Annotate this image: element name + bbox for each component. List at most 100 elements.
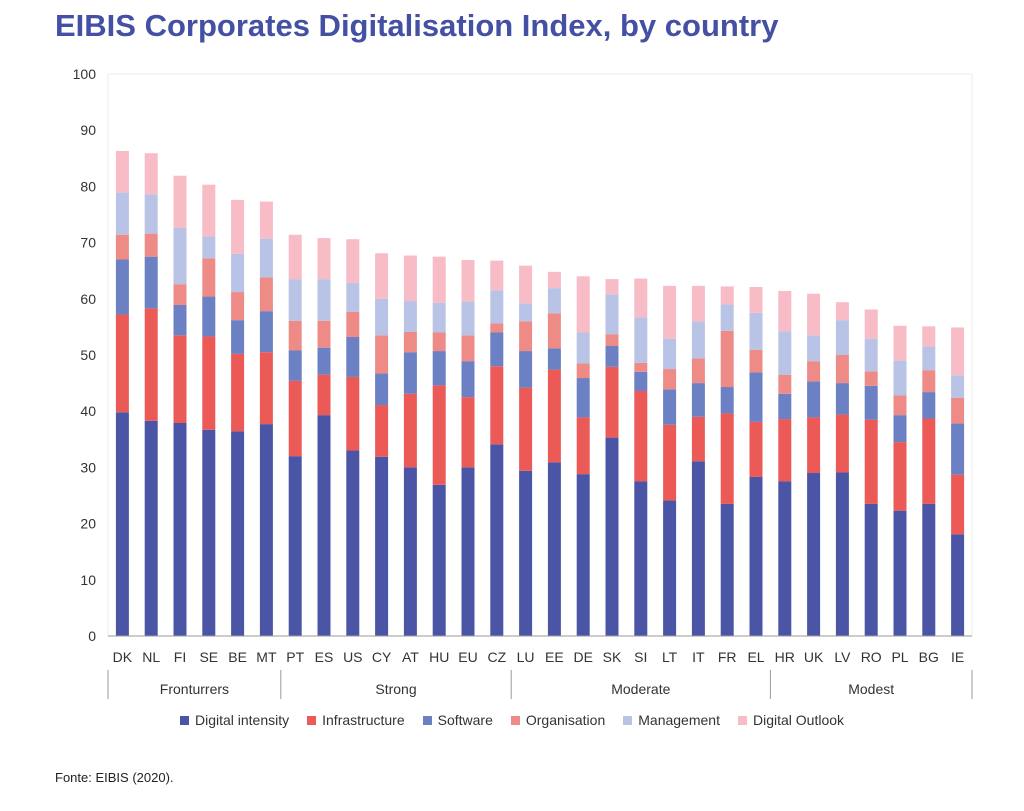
x-tick-label: EE <box>545 649 564 665</box>
bar-segment <box>259 424 273 636</box>
bar-segment <box>605 437 619 636</box>
x-tick-label: HU <box>429 649 449 665</box>
bar-segment <box>115 150 129 193</box>
bar-segment <box>807 417 821 474</box>
bar-segment <box>432 385 446 485</box>
x-tick-label: BG <box>919 649 939 665</box>
x-tick-label: UK <box>804 649 824 665</box>
legend-label: Organisation <box>525 712 606 728</box>
bar-segment <box>951 397 965 424</box>
bar-segment <box>202 184 216 237</box>
x-tick-label: CY <box>372 649 392 665</box>
bar-segment <box>115 412 129 636</box>
bar-segment <box>519 321 533 352</box>
bar-segment <box>778 393 792 420</box>
bar-segment <box>547 462 561 636</box>
y-tick-label: 50 <box>80 347 96 363</box>
bar-segment <box>807 473 821 636</box>
y-tick-label: 30 <box>80 459 96 475</box>
legend-swatch <box>179 715 189 725</box>
legend-label: Software <box>437 712 493 728</box>
bar-segment <box>317 279 331 321</box>
bar-segment <box>634 390 648 482</box>
bar-segment <box>202 236 216 259</box>
bar-segment <box>346 337 360 377</box>
bar-segment <box>922 346 936 371</box>
bar-segment <box>490 260 504 291</box>
bar-segment <box>864 419 878 504</box>
bar-segment <box>749 286 763 313</box>
bar-segment <box>202 258 216 297</box>
bar-segment <box>835 472 849 636</box>
bar-segment <box>893 360 907 396</box>
bar-segment <box>317 320 331 348</box>
x-tick-label: LV <box>834 649 851 665</box>
y-tick-label: 20 <box>80 516 96 532</box>
source-note: Fonte: EIBIS (2020). <box>55 770 174 785</box>
bar-segment <box>893 442 907 511</box>
bar-segment <box>461 260 475 302</box>
x-tick-label: AT <box>402 649 419 665</box>
bar-segment <box>951 534 965 636</box>
bar-segment <box>778 290 792 332</box>
x-tick-label: DE <box>573 649 592 665</box>
bar-segment <box>720 330 734 388</box>
bar-segment <box>259 201 273 239</box>
bar-segment <box>519 351 533 388</box>
bar-segment <box>691 321 705 359</box>
bar-segment <box>288 234 302 280</box>
bar-segment <box>231 253 245 293</box>
bar-segment <box>173 227 187 285</box>
bar-segment <box>807 335 821 362</box>
legend-swatch <box>510 715 520 725</box>
bar-segment <box>144 420 158 636</box>
bar-segment <box>490 332 504 367</box>
bar-segment <box>432 351 446 386</box>
bar-segment <box>288 279 302 321</box>
bar-segment <box>461 397 475 468</box>
bar-segment <box>317 374 331 416</box>
bar-segment <box>951 327 965 376</box>
bar-segment <box>432 484 446 636</box>
bar-segment <box>115 314 129 413</box>
bar-segment <box>490 444 504 636</box>
bar-segment <box>951 474 965 535</box>
bar-segment <box>663 500 677 636</box>
bar-segment <box>346 283 360 312</box>
bar-segment <box>317 415 331 636</box>
bar-segment <box>922 326 936 347</box>
bar-segment <box>231 292 245 321</box>
y-tick-label: 40 <box>80 403 96 419</box>
bar-segment <box>259 277 273 312</box>
x-tick-label: NL <box>142 649 160 665</box>
y-tick-label: 10 <box>80 572 96 588</box>
x-tick-label: PT <box>286 649 304 665</box>
bar-segment <box>173 423 187 636</box>
bar-segment <box>749 476 763 636</box>
legend-swatch <box>623 715 633 725</box>
legend-label: Digital Outlook <box>752 712 845 728</box>
bar-segment <box>835 320 849 355</box>
bar-segment <box>375 373 389 406</box>
bar-segment <box>519 387 533 471</box>
bar-segment <box>634 481 648 636</box>
group-label: Strong <box>375 681 416 697</box>
chart-legend: Digital intensity Infrastructure Softwar… <box>0 712 1024 728</box>
bar-segment <box>605 346 619 367</box>
x-tick-label: HR <box>775 649 795 665</box>
bar-segment <box>461 361 475 398</box>
bar-segment <box>346 311 360 338</box>
bar-segment <box>835 414 849 473</box>
bar-segment <box>576 417 590 475</box>
bar-segment <box>778 374 792 394</box>
bar-segment <box>432 256 446 303</box>
x-tick-label: CZ <box>487 649 506 665</box>
bar-segment <box>547 288 561 314</box>
bar-segment <box>749 312 763 350</box>
bar-segment <box>576 378 590 418</box>
bar-segment <box>375 456 389 636</box>
bar-segment <box>691 285 705 322</box>
bar-segment <box>864 371 878 386</box>
bar-segment <box>144 194 158 234</box>
bar-segment <box>634 362 648 372</box>
